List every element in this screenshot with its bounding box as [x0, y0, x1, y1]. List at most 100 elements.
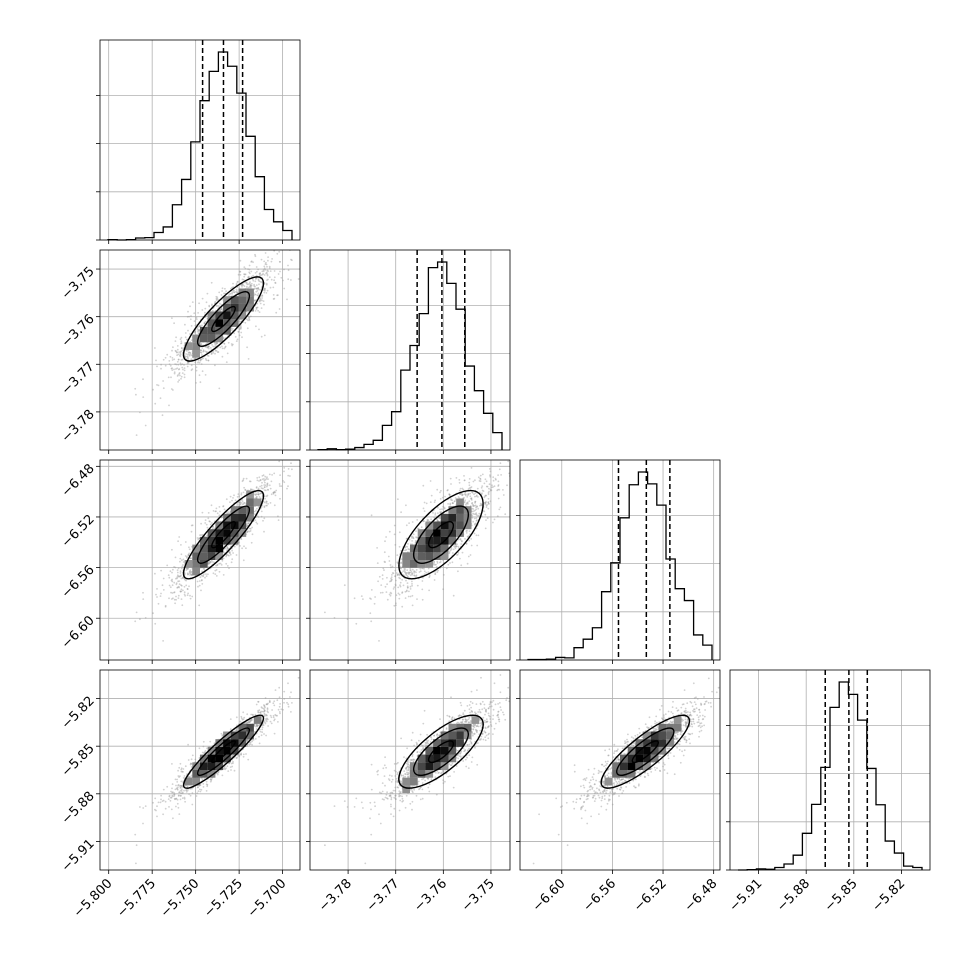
- scatter-point: [278, 308, 281, 310]
- scatter-point: [451, 561, 454, 564]
- scatter-point: [180, 567, 183, 570]
- scatter-point: [230, 287, 232, 290]
- scatter-point: [198, 580, 201, 582]
- scatter-point: [248, 282, 251, 285]
- scatter-point: [201, 579, 203, 581]
- scatter-point: [260, 274, 263, 276]
- scatter-point: [238, 270, 241, 273]
- scatter-point: [439, 491, 441, 494]
- scatter-point: [212, 510, 215, 512]
- scatter-point: [242, 278, 245, 281]
- scatter-point: [233, 494, 235, 497]
- scatter-point: [239, 501, 242, 504]
- scatter-point: [248, 318, 251, 320]
- scatter-point: [180, 340, 183, 343]
- scatter-point: [257, 493, 260, 496]
- density-cell: [223, 311, 231, 320]
- scatter-point: [170, 598, 173, 600]
- scatter-point: [370, 620, 373, 623]
- scatter-point: [254, 519, 257, 521]
- scatter-point: [223, 342, 226, 345]
- scatter-point: [222, 505, 225, 507]
- histogram-panel-3: [726, 669, 931, 871]
- density-cell: [238, 506, 247, 514]
- scatter-point: [191, 595, 194, 598]
- scatter-point: [499, 506, 502, 509]
- scatter-point: [198, 361, 201, 364]
- scatter-point: [240, 327, 242, 330]
- scatter-point: [470, 544, 473, 547]
- scatter-point: [220, 308, 222, 311]
- scatter-point: [230, 326, 233, 329]
- scatter-point: [409, 585, 412, 588]
- scatter-point: [447, 563, 450, 566]
- scatter-point: [259, 298, 262, 300]
- scatter-point: [458, 489, 461, 492]
- scatter-point: [224, 346, 227, 349]
- scatter-point: [191, 368, 194, 370]
- scatter-point: [187, 310, 189, 313]
- scatter-point: [186, 556, 188, 559]
- scatter-point: [272, 491, 275, 494]
- scatter-point: [215, 343, 217, 346]
- scatter-point: [242, 479, 245, 482]
- scatter-point: [282, 279, 284, 282]
- scatter-point: [202, 349, 205, 351]
- scatter-point: [472, 480, 475, 483]
- scatter-point: [487, 497, 490, 500]
- scatter-point: [264, 481, 266, 484]
- scatter-point: [237, 273, 240, 276]
- scatter-point: [185, 353, 188, 355]
- scatter-point: [217, 351, 220, 353]
- scatter-point: [436, 571, 439, 573]
- scatter-point: [257, 493, 260, 496]
- scatter-point: [221, 355, 224, 358]
- scatter-point: [173, 581, 176, 584]
- scatter-point: [210, 352, 213, 355]
- scatter-point: [242, 559, 245, 562]
- scatter-point: [198, 537, 201, 540]
- scatter-point: [208, 562, 211, 565]
- scatter-point: [212, 527, 214, 530]
- scatter-point: [180, 577, 183, 580]
- scatter-point: [266, 269, 269, 272]
- scatter-point: [152, 612, 154, 615]
- scatter-point: [156, 384, 158, 386]
- scatter-point: [480, 486, 483, 489]
- scatter-point: [178, 575, 181, 578]
- scatter-point: [256, 522, 259, 525]
- scatter-point: [164, 604, 167, 607]
- scatter-point: [222, 505, 225, 508]
- scatter-point: [209, 561, 212, 564]
- scatter-point: [411, 521, 414, 523]
- scatter-point: [204, 346, 207, 348]
- scatter-point: [455, 554, 458, 556]
- density-cell: [215, 311, 224, 320]
- scatter-point: [248, 527, 251, 530]
- scatter-point: [207, 355, 210, 357]
- scatter-point: [258, 280, 261, 283]
- scatter-point: [208, 520, 211, 523]
- scatter-point: [268, 265, 271, 268]
- scatter-point: [476, 487, 479, 490]
- scatter-point: [182, 589, 184, 592]
- scatter-point: [229, 501, 231, 503]
- scatter-point: [283, 470, 285, 473]
- scatter-point: [176, 367, 179, 370]
- scatter-point: [193, 357, 196, 360]
- scatter-point: [183, 364, 185, 366]
- scatter-point: [189, 318, 192, 321]
- scatter-point: [185, 579, 188, 582]
- scatter-point: [489, 470, 492, 473]
- scatter-point: [200, 522, 203, 525]
- scatter-point: [176, 345, 179, 347]
- scatter-point: [257, 493, 259, 496]
- scatter-point: [488, 483, 491, 486]
- scatter-point: [383, 569, 385, 571]
- scatter-point: [170, 388, 173, 390]
- scatter-point: [188, 585, 190, 588]
- scatter-point: [164, 364, 167, 367]
- scatter-point: [279, 497, 281, 500]
- scatter-point: [481, 489, 484, 492]
